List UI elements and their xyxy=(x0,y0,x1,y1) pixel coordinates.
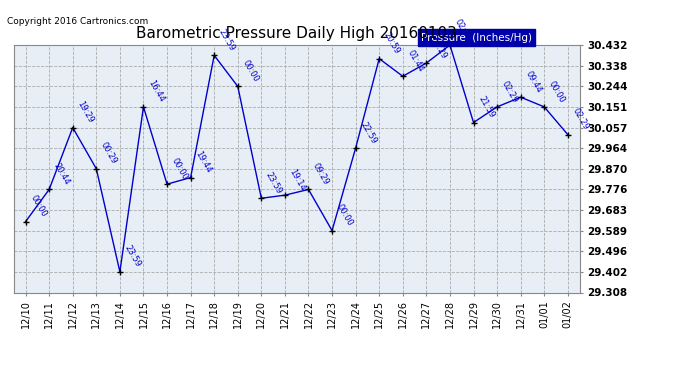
Title: Barometric Pressure Daily High 20160103: Barometric Pressure Daily High 20160103 xyxy=(136,26,457,41)
Text: 00:29: 00:29 xyxy=(99,141,119,166)
Text: 23:59: 23:59 xyxy=(217,27,237,53)
Text: 01:44: 01:44 xyxy=(406,48,425,74)
Text: 16:44: 16:44 xyxy=(146,79,166,104)
Text: 21:59: 21:59 xyxy=(476,94,496,120)
Text: 23:59: 23:59 xyxy=(123,244,142,269)
Text: 19:29: 19:29 xyxy=(75,100,95,125)
Text: Pressure  (Inches/Hg): Pressure (Inches/Hg) xyxy=(421,33,532,42)
Text: 00:00: 00:00 xyxy=(170,156,190,182)
Text: 02:14: 02:14 xyxy=(453,17,473,42)
Text: 02:29: 02:29 xyxy=(500,79,520,104)
Text: 23:59: 23:59 xyxy=(264,170,284,195)
Text: 00:00: 00:00 xyxy=(335,203,355,228)
Text: 19:44: 19:44 xyxy=(193,150,213,175)
Text: 09:44: 09:44 xyxy=(524,69,543,94)
Text: 00:00: 00:00 xyxy=(241,58,260,84)
Text: 09:29: 09:29 xyxy=(311,162,331,187)
Text: 20:29: 20:29 xyxy=(429,35,448,60)
Text: Copyright 2016 Cartronics.com: Copyright 2016 Cartronics.com xyxy=(7,17,148,26)
Text: 22:59: 22:59 xyxy=(358,120,378,145)
Text: 00:00: 00:00 xyxy=(547,79,566,104)
Text: 00:00: 00:00 xyxy=(28,194,48,219)
Text: 02:29: 02:29 xyxy=(571,107,590,132)
Text: 20:59: 20:59 xyxy=(382,31,402,56)
Text: 20:44: 20:44 xyxy=(52,162,72,187)
Text: 19:14: 19:14 xyxy=(288,167,307,192)
